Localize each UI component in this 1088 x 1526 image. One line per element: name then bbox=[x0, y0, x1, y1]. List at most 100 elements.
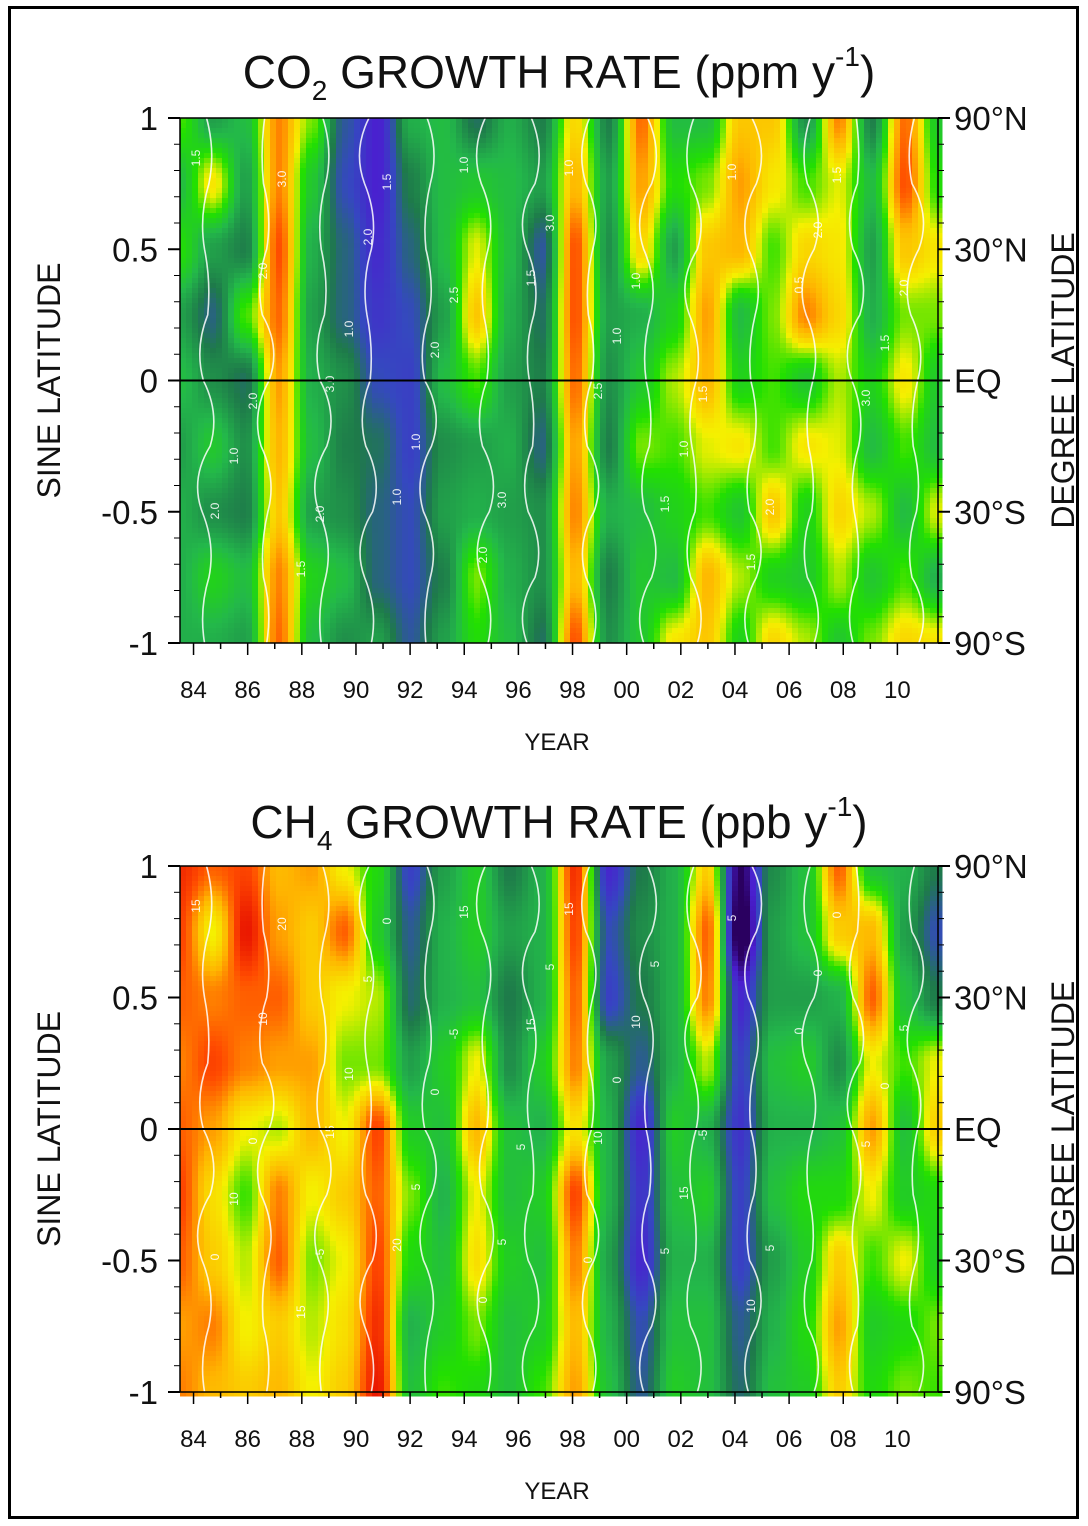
heatmap-cell bbox=[378, 233, 385, 239]
heatmap-cell bbox=[774, 303, 781, 309]
heatmap-cell bbox=[558, 308, 565, 314]
heatmap-cell bbox=[444, 148, 451, 154]
heatmap-cell bbox=[510, 268, 517, 274]
heatmap-cell bbox=[246, 118, 253, 124]
heatmap-cell bbox=[936, 128, 943, 134]
heatmap-cell bbox=[672, 223, 679, 229]
heatmap-cell bbox=[780, 298, 787, 304]
heatmap-cell bbox=[894, 138, 901, 144]
heatmap-cell bbox=[402, 223, 409, 229]
heatmap-cell bbox=[558, 173, 565, 179]
heatmap-cell bbox=[234, 178, 241, 184]
heatmap-cell bbox=[564, 123, 571, 129]
heatmap-cell bbox=[456, 218, 463, 224]
heatmap-cell bbox=[204, 298, 211, 304]
heatmap-cell bbox=[192, 188, 199, 194]
heatmap-cell bbox=[258, 213, 265, 219]
heatmap-cell bbox=[684, 208, 691, 214]
heatmap-cell bbox=[756, 268, 763, 274]
heatmap-cell bbox=[180, 278, 187, 284]
heatmap-cell bbox=[456, 128, 463, 134]
heatmap-cell bbox=[624, 288, 631, 294]
heatmap-cell bbox=[666, 183, 673, 189]
heatmap-cell bbox=[846, 298, 853, 304]
heatmap-cell bbox=[456, 288, 463, 294]
heatmap-cell bbox=[780, 163, 787, 169]
heatmap-cell bbox=[414, 238, 421, 244]
heatmap-cell bbox=[936, 308, 943, 314]
heatmap-cell bbox=[252, 288, 259, 294]
heatmap-cell bbox=[924, 128, 931, 134]
heatmap-cell bbox=[456, 203, 463, 209]
heatmap-cell bbox=[276, 303, 283, 309]
heatmap-cell bbox=[300, 198, 307, 204]
heatmap-cell bbox=[234, 213, 241, 219]
heatmap-cell bbox=[444, 253, 451, 259]
heatmap-cell bbox=[342, 213, 349, 219]
heatmap-cell bbox=[876, 148, 883, 154]
heatmap-cell bbox=[936, 213, 943, 219]
heatmap-cell bbox=[708, 288, 715, 294]
heatmap-cell bbox=[282, 173, 289, 179]
heatmap-cell bbox=[420, 218, 427, 224]
heatmap-cell bbox=[696, 223, 703, 229]
heatmap-cell bbox=[456, 178, 463, 184]
heatmap-cell bbox=[672, 268, 679, 274]
heatmap-cell bbox=[582, 173, 589, 179]
heatmap-cell bbox=[678, 273, 685, 279]
heatmap-cell bbox=[318, 163, 325, 169]
heatmap-cell bbox=[498, 128, 505, 134]
heatmap-cell bbox=[210, 248, 217, 254]
heatmap-cell bbox=[240, 293, 247, 299]
heatmap-cell bbox=[816, 228, 823, 234]
heatmap-cell bbox=[390, 218, 397, 224]
heatmap-cell bbox=[600, 268, 607, 274]
heatmap-cell bbox=[522, 303, 529, 309]
heatmap-cell bbox=[546, 288, 553, 294]
heatmap-cell bbox=[918, 228, 925, 234]
heatmap-cell bbox=[858, 288, 865, 294]
heatmap-cell bbox=[612, 228, 619, 234]
heatmap-cell bbox=[396, 248, 403, 254]
heatmap-cell bbox=[798, 243, 805, 249]
heatmap-cell bbox=[432, 238, 439, 244]
heatmap-cell bbox=[918, 128, 925, 134]
heatmap-cell bbox=[924, 133, 931, 139]
heatmap-cell bbox=[324, 228, 331, 234]
heatmap-cell bbox=[834, 133, 841, 139]
heatmap-cell bbox=[846, 308, 853, 314]
heatmap-cell bbox=[336, 268, 343, 274]
heatmap-cell bbox=[384, 278, 391, 284]
heatmap-cell bbox=[690, 248, 697, 254]
heatmap-cell bbox=[594, 158, 601, 164]
heatmap-cell bbox=[570, 253, 577, 259]
heatmap-cell bbox=[234, 268, 241, 274]
heatmap-cell bbox=[204, 283, 211, 289]
heatmap-cell bbox=[510, 138, 517, 144]
heatmap-cell bbox=[738, 168, 745, 174]
heatmap-cell bbox=[618, 208, 625, 214]
heatmap-cell bbox=[852, 258, 859, 264]
heatmap-cell bbox=[870, 263, 877, 269]
heatmap-cell bbox=[864, 278, 871, 284]
heatmap-cell bbox=[300, 123, 307, 129]
heatmap-cell bbox=[222, 303, 229, 309]
heatmap-cell bbox=[534, 143, 541, 149]
heatmap-cell bbox=[246, 263, 253, 269]
heatmap-cell bbox=[792, 123, 799, 129]
heatmap-cell bbox=[840, 233, 847, 239]
heatmap-cell bbox=[294, 313, 301, 319]
heatmap-cell bbox=[870, 258, 877, 264]
heatmap-cell bbox=[234, 198, 241, 204]
heatmap-cell bbox=[576, 243, 583, 249]
heatmap-cell bbox=[426, 208, 433, 214]
heatmap-cell bbox=[564, 198, 571, 204]
heatmap-cell bbox=[732, 168, 739, 174]
heatmap-cell bbox=[822, 193, 829, 199]
heatmap-cell bbox=[816, 288, 823, 294]
heatmap-cell bbox=[276, 258, 283, 264]
heatmap-cell bbox=[918, 218, 925, 224]
heatmap-cell bbox=[888, 263, 895, 269]
heatmap-cell bbox=[822, 288, 829, 294]
heatmap-cell bbox=[774, 138, 781, 144]
